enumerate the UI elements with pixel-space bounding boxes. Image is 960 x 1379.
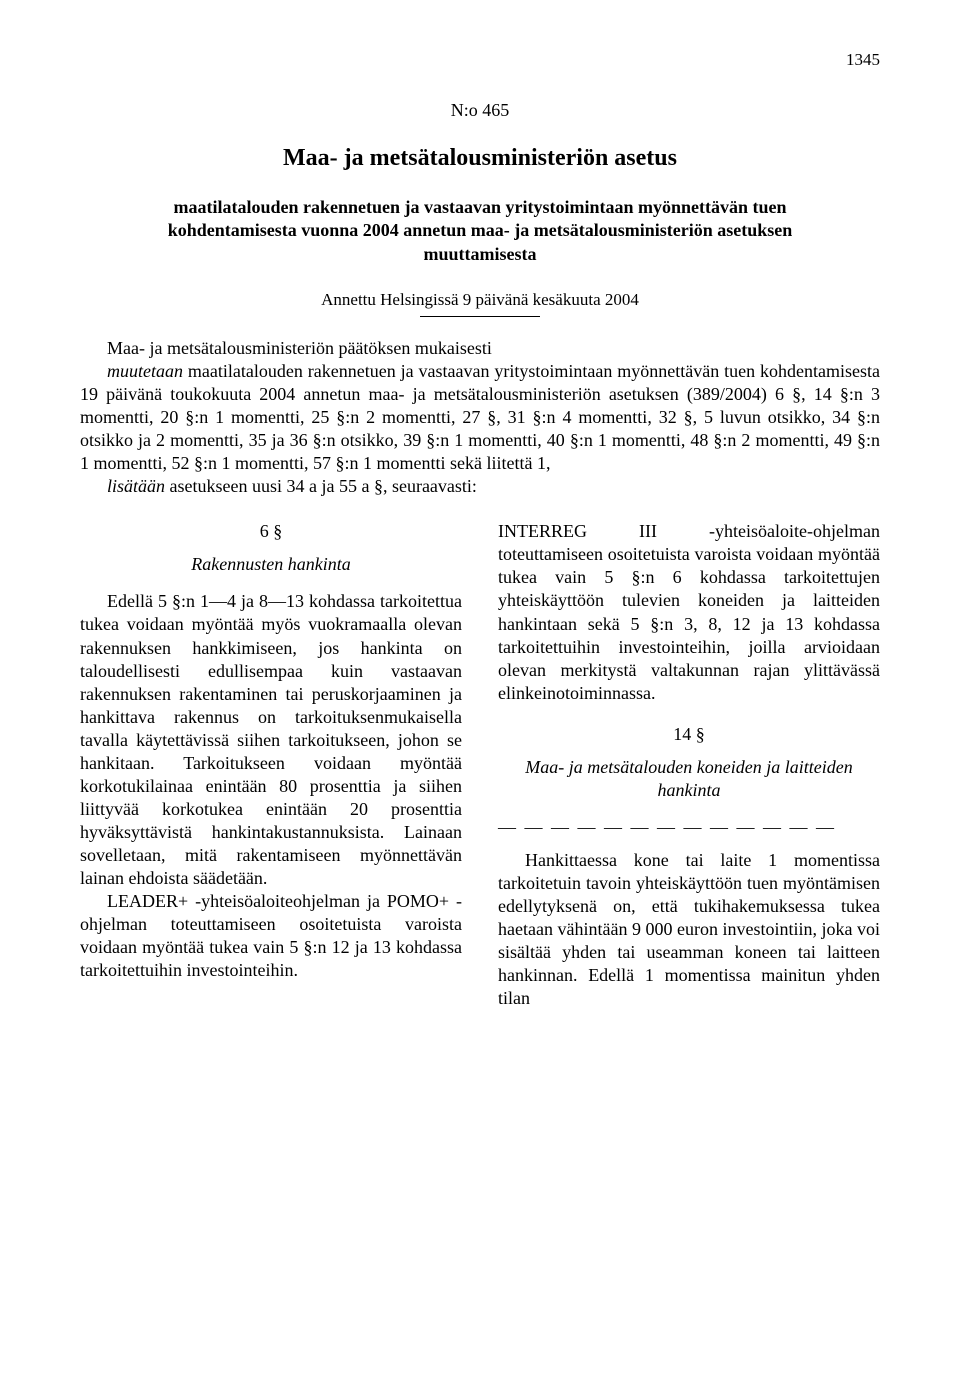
divider-rule <box>420 316 540 317</box>
section-6-title: Rakennusten hankinta <box>80 553 462 576</box>
page-number: 1345 <box>80 50 880 70</box>
preamble-line-3: lisätään asetukseen uusi 34 a ja 55 a §,… <box>80 475 880 498</box>
section-14-number: 14 § <box>498 723 880 746</box>
left-column: 6 § Rakennusten hankinta Edellä 5 §:n 1—… <box>80 520 462 1010</box>
preamble-body: maatilatalouden rakennetuen ja vastaavan… <box>80 361 880 473</box>
preamble-lisataan: lisätään <box>107 476 165 496</box>
section-6-paragraph-1: Edellä 5 §:n 1—4 ja 8—13 kohdassa tarkoi… <box>80 590 462 889</box>
right-top-paragraph: INTERREG III -yhteisöaloite-ohjelman tot… <box>498 520 880 704</box>
section-6-number: 6 § <box>80 520 462 543</box>
preamble-line-2: muutetaan maatilatalouden rakennetuen ja… <box>80 360 880 475</box>
preamble-body-2: asetukseen uusi 34 a ja 55 a §, seuraava… <box>165 476 477 496</box>
two-column-body: 6 § Rakennusten hankinta Edellä 5 §:n 1—… <box>80 520 880 1010</box>
preamble-line-1: Maa- ja metsätalousministeriön päätöksen… <box>80 337 880 360</box>
document-subtitle: maatilatalouden rakennetuen ja vastaavan… <box>120 196 840 266</box>
right-column: INTERREG III -yhteisöaloite-ohjelman tot… <box>498 520 880 1010</box>
section-14-paragraph-1: Hankittaessa kone tai laite 1 momentissa… <box>498 849 880 1010</box>
page: 1345 N:o 465 Maa- ja metsätalousminister… <box>0 0 960 1060</box>
preamble: Maa- ja metsätalousministeriön päätöksen… <box>80 337 880 498</box>
document-title: Maa- ja metsätalousministeriön asetus <box>80 145 880 172</box>
preamble-muutetaan: muutetaan <box>107 361 183 381</box>
section-14-dashes: — — — — — — — — — — — — — <box>498 816 880 839</box>
document-number: N:o 465 <box>80 100 880 121</box>
section-6-paragraph-2: LEADER+ -yhteisöaloiteohjelman ja POMO+ … <box>80 890 462 982</box>
given-date: Annettu Helsingissä 9 päivänä kesäkuuta … <box>80 290 880 310</box>
section-14-title: Maa- ja metsätalouden koneiden ja laitte… <box>498 756 880 802</box>
